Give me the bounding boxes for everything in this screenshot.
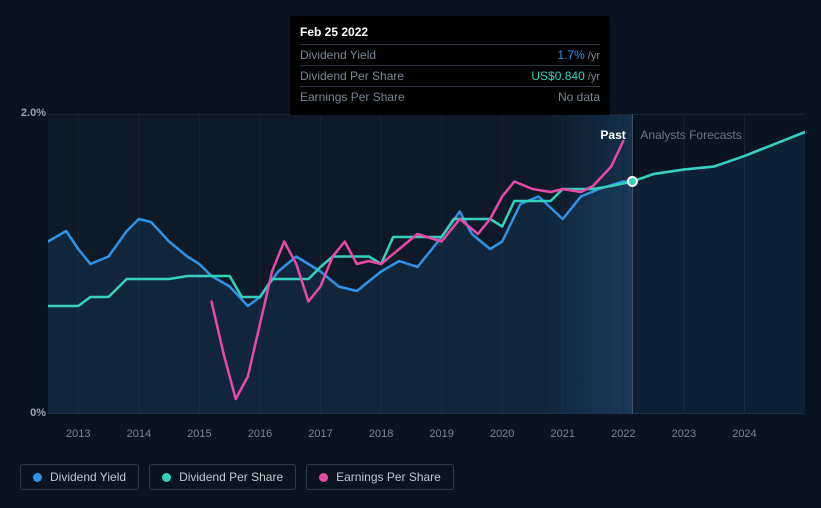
legend-item[interactable]: Dividend Per Share (149, 464, 296, 490)
x-axis-label: 2021 (551, 428, 575, 440)
x-axis-label: 2017 (308, 428, 332, 440)
legend-dot-icon (162, 473, 171, 482)
legend-item[interactable]: Dividend Yield (20, 464, 139, 490)
tooltip-row-label: Earnings Per Share (300, 90, 405, 104)
x-axis-label: 2018 (369, 428, 393, 440)
region-label-forecast: Analysts Forecasts (640, 128, 741, 142)
legend-dot-icon (319, 473, 328, 482)
x-axis-label: 2022 (611, 428, 635, 440)
chart-plot-area[interactable] (48, 114, 805, 414)
tooltip-row-value: US$0.840 (531, 69, 584, 83)
y-axis-label: 2.0% (21, 107, 46, 119)
tooltip-row: Dividend Per Share US$0.840/yr (300, 65, 600, 86)
x-axis-label: 2016 (248, 428, 272, 440)
tooltip-row-label: Dividend Per Share (300, 69, 404, 83)
tooltip-date: Feb 25 2022 (300, 22, 600, 44)
region-label-past: Past (600, 128, 625, 142)
tooltip-row-unit: /yr (588, 71, 600, 83)
x-axis-label: 2020 (490, 428, 514, 440)
dividend-chart[interactable]: 0% 2.0% 2013 2014 2015 2016 2017 2018 2019 2020 2… (0, 100, 821, 450)
x-axis-label: 2019 (429, 428, 453, 440)
x-axis-label: 2023 (672, 428, 696, 440)
legend-item[interactable]: Earnings Per Share (306, 464, 454, 490)
chart-tooltip: Feb 25 2022 Dividend Yield1.7%/yrDividen… (290, 16, 610, 115)
legend-dot-icon (33, 473, 42, 482)
x-axis-label: 2015 (187, 428, 211, 440)
tooltip-row-unit: /yr (588, 50, 600, 62)
tooltip-row-value: 1.7% (557, 48, 584, 62)
x-axis-label: 2024 (732, 428, 756, 440)
tooltip-row-label: Dividend Yield (300, 48, 376, 62)
tooltip-row-value: No data (558, 90, 600, 104)
cursor-marker (628, 177, 637, 186)
legend-label: Dividend Yield (50, 470, 126, 484)
x-axis-label: 2013 (66, 428, 90, 440)
tooltip-row: Dividend Yield 1.7% /yr (300, 44, 600, 65)
chart-legend: Dividend Yield Dividend Per Share Earnings… (20, 464, 454, 490)
legend-label: Dividend Per Share (179, 470, 283, 484)
x-axis-label: 2014 (127, 428, 151, 440)
y-axis-label: 0% (30, 407, 46, 419)
legend-label: Earnings Per Share (336, 470, 441, 484)
tooltip-row: Earnings Per Share No data (300, 86, 600, 107)
